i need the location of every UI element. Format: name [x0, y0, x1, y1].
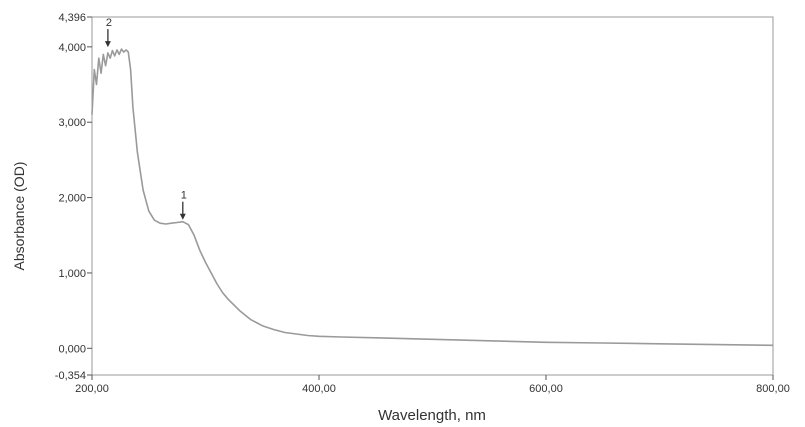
y-axis-label: Absorbance (OD) — [11, 162, 27, 271]
x-axis-ticks: 200,00 400,00 600,00 800,00 — [75, 375, 790, 395]
annotation-label: 1 — [181, 190, 187, 202]
series-layer — [91, 48, 774, 347]
y-tick-label: 0,000 — [58, 343, 86, 355]
x-tick-label: 600,00 — [529, 383, 563, 395]
plot-frame — [91, 16, 774, 376]
y-tick-label: 4,396 — [58, 12, 86, 24]
annotation-layer: 12 — [104, 17, 187, 220]
y-tick-label: 2,000 — [58, 193, 86, 205]
x-tick-label: 800,00 — [756, 383, 790, 395]
x-tick-label: 200,00 — [75, 383, 109, 395]
y-tick-label: 3,000 — [58, 117, 86, 129]
x-axis-label: Wavelength, nm — [378, 407, 486, 424]
absorbance-series-line — [91, 48, 774, 347]
x-tick-label: 400,00 — [302, 383, 336, 395]
y-axis-ticks: -0,354 0,000 1,000 2,000 3,000 4,000 4,396 — [55, 12, 92, 382]
annotation-label: 2 — [106, 17, 112, 29]
annotation-arrow-head — [104, 41, 111, 48]
y-tick-label: -0,354 — [55, 370, 86, 382]
annotation-arrow-head — [179, 213, 186, 220]
y-tick-label: 1,000 — [58, 268, 86, 280]
y-tick-label: 4,000 — [58, 42, 86, 54]
